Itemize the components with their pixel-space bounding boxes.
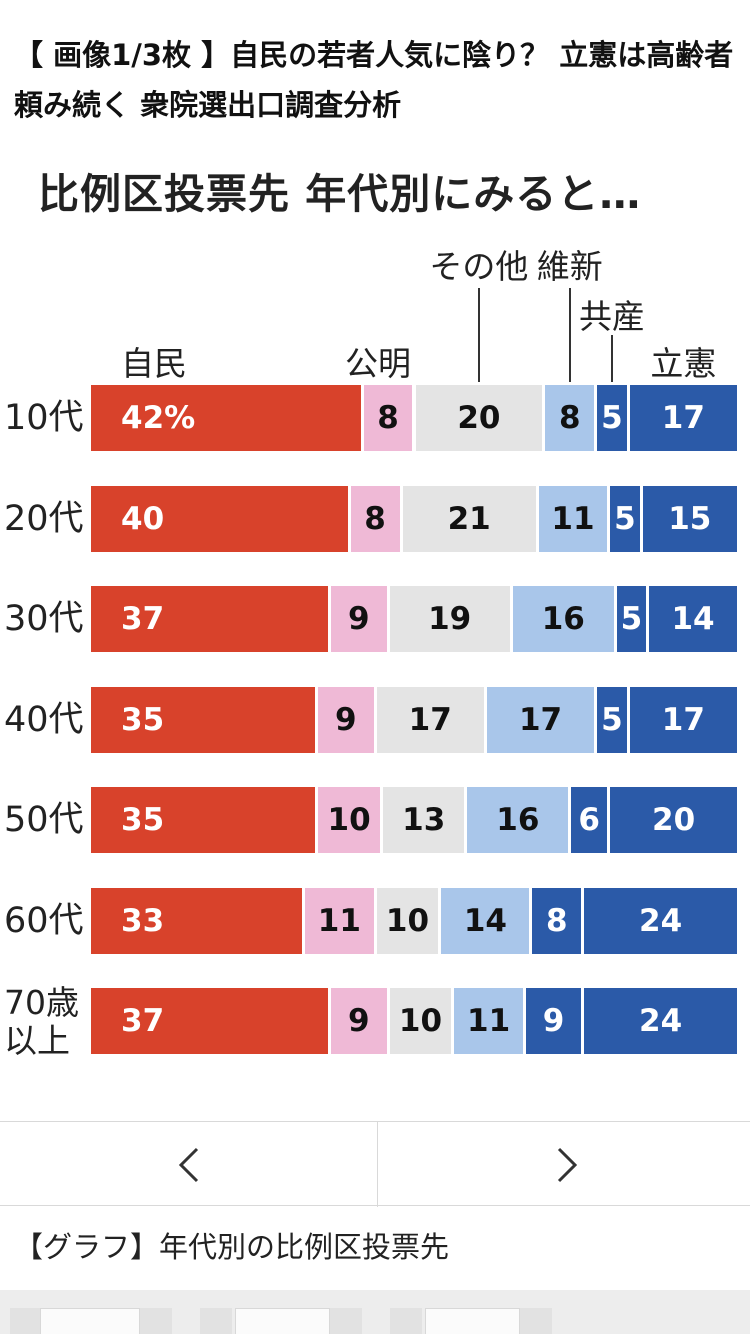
thumbnail-shade [330, 1308, 362, 1334]
bar-segment-5: 17 [629, 686, 737, 753]
percent-suffix: % [164, 400, 196, 436]
headline: 【 画像1/3枚 】自民の若者人気に陰り？ 立憲は高齢者頼み続く 衆院選出口調査… [14, 38, 734, 122]
bar-segment-3: 17 [486, 686, 595, 753]
thumbnail-shade [200, 1308, 232, 1334]
thumbnail-shade [140, 1308, 172, 1334]
pager-divider [377, 1122, 378, 1207]
bar-segment-0: 35 [91, 686, 316, 753]
bar-segment-3: 14 [441, 887, 530, 954]
bar-segment-3: 11 [538, 485, 608, 552]
chevron-right-icon [557, 1147, 577, 1182]
bar-segment-0: 37 [91, 988, 329, 1054]
bar-segment-4: 5 [597, 385, 627, 451]
legend-label: 自民 [121, 344, 187, 383]
legend-label: 立憲 [650, 344, 717, 383]
bar-segment-0: 40 [91, 485, 348, 552]
bar-segment-4: 5 [616, 586, 647, 652]
bar-segment-3: 16 [467, 787, 569, 853]
prev-image-button[interactable] [0, 1122, 377, 1207]
bar-segment-1: 8 [350, 485, 400, 552]
bar-segment-3: 8 [545, 385, 595, 451]
legend-leader-line [568, 288, 571, 382]
legend-label: 共産 [578, 297, 645, 336]
legend-label: 維新 [536, 247, 603, 286]
bar-segment-3: 11 [454, 988, 523, 1054]
bar-segment-2: 13 [383, 787, 465, 853]
image-caption: 【グラフ】年代別の比例区投票先 [14, 1230, 450, 1264]
bar-segment-5: 17 [629, 385, 737, 451]
bar-segment-0: 37 [91, 586, 329, 652]
legend-leader-line [610, 335, 613, 382]
row-label: 50代 [4, 800, 84, 840]
bar-segment-0: 42% [91, 385, 361, 451]
bar-segment-5: 24 [584, 988, 737, 1054]
row-label: 20代 [4, 498, 84, 539]
bar-segment-5: 24 [584, 887, 737, 954]
next-image-button[interactable] [378, 1122, 750, 1207]
bar-segment-1: 10 [318, 787, 381, 853]
bar-segment-2: 10 [376, 887, 439, 954]
bar-segment-0: 33 [91, 887, 303, 954]
chart-title: 比例区投票先 年代別にみると… [38, 170, 642, 218]
thumbnail-2[interactable] [235, 1308, 330, 1334]
bar-segment-1: 9 [331, 988, 387, 1054]
row-label: 70歳以上 [4, 983, 79, 1060]
bar-segment-4: 6 [571, 787, 608, 853]
thumbnail-strip [0, 1290, 750, 1334]
row-label: 30代 [4, 599, 84, 639]
legend-label: その他 [429, 247, 529, 286]
thumbnail-3[interactable] [425, 1308, 520, 1334]
bar-segment-5: 14 [649, 586, 737, 652]
bar-segment-4: 5 [610, 485, 640, 552]
bar-segment-2: 20 [415, 385, 543, 451]
legend-leader-line [477, 288, 480, 382]
thumbnail-shade [10, 1308, 42, 1334]
bar-segment-1: 8 [363, 385, 413, 451]
bar-segment-4: 5 [597, 686, 627, 753]
row-label: 40代 [4, 699, 84, 740]
bar-segment-2: 21 [402, 485, 536, 552]
bar-segment-5: 15 [642, 485, 737, 552]
legend-label: 公明 [345, 344, 412, 383]
bar-segment-5: 20 [610, 787, 737, 853]
bar-segment-4: 9 [525, 988, 582, 1054]
row-label: 10代 [4, 398, 84, 438]
bar-segment-1: 11 [305, 887, 374, 954]
bar-segment-3: 16 [512, 586, 614, 652]
bar-segment-2: 17 [376, 686, 484, 753]
thumbnail-shade [520, 1308, 552, 1334]
bar-segment-0: 35 [91, 787, 316, 853]
bar-segment-1: 9 [331, 586, 387, 652]
thumbnail-1[interactable] [40, 1308, 140, 1334]
row-label: 60代 [4, 900, 84, 941]
thumbnail-shade [390, 1308, 422, 1334]
bar-segment-4: 8 [532, 887, 582, 954]
bar-segment-2: 10 [389, 988, 452, 1054]
bar-segment-1: 9 [318, 686, 374, 753]
bar-segment-2: 19 [389, 586, 510, 652]
chevron-left-icon [178, 1147, 198, 1182]
image-pager [0, 1121, 750, 1207]
